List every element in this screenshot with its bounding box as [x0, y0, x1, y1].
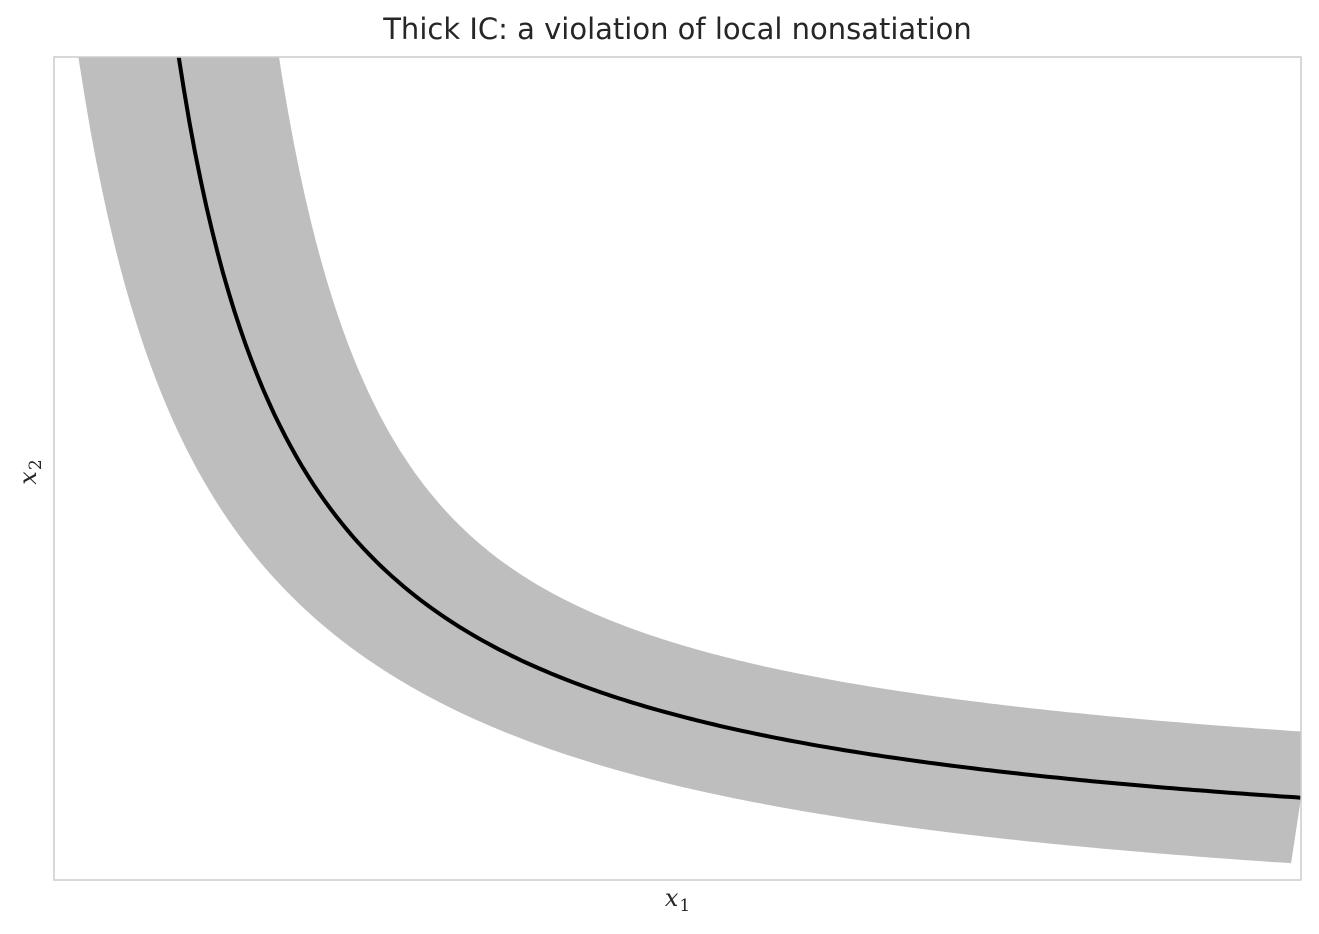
y-axis-label-var: x: [14, 471, 42, 485]
y-axis-label-wrap: x2: [14, 448, 50, 488]
x-axis-label-var: x: [664, 884, 679, 912]
chart-title: Thick IC: a violation of local nonsatiat…: [383, 12, 972, 46]
indifference-curve: [176, 57, 1301, 800]
x-axis-label-subscript: 1: [679, 896, 691, 916]
indifference-band: [78, 57, 1301, 864]
y-axis-label: x2: [8, 454, 56, 490]
plot-frame: [53, 56, 1302, 881]
y-axis-label-subscript: 2: [26, 459, 46, 471]
x-axis-label: x1: [54, 884, 1301, 916]
